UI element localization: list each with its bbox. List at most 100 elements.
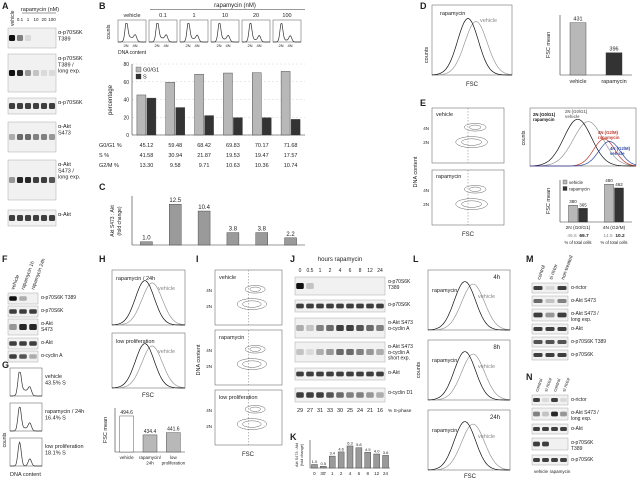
histogram-curve bbox=[10, 406, 42, 432]
value-label: 3.6 bbox=[383, 450, 389, 455]
tick-label: 4N bbox=[206, 288, 212, 293]
axis-label: counts bbox=[416, 362, 422, 378]
band bbox=[545, 299, 555, 303]
histogram-curve bbox=[530, 121, 637, 167]
band bbox=[336, 392, 344, 398]
s-phase-value: 21 bbox=[367, 408, 373, 414]
contour bbox=[249, 346, 261, 352]
plot-frame bbox=[427, 269, 511, 331]
blot-label: α-cyclin A bbox=[388, 350, 410, 356]
table-cell: 41.58 bbox=[140, 153, 154, 159]
histogram-label: low proliferation bbox=[45, 444, 84, 450]
histogram-label: 4h bbox=[493, 275, 500, 281]
histogram-label: vehicle bbox=[480, 18, 497, 24]
band bbox=[542, 458, 549, 462]
tick-label: 4N bbox=[256, 43, 261, 48]
histogram-label: 0.1 bbox=[159, 13, 167, 19]
histogram-label: 4N (G2/M) bbox=[610, 146, 631, 151]
tick-label: 2N bbox=[185, 43, 190, 48]
band bbox=[19, 324, 27, 330]
s-phase-value: 30 bbox=[337, 408, 343, 414]
s-phase-value: 16 bbox=[377, 408, 383, 414]
blot-label: α-p70S6K bbox=[41, 308, 64, 314]
blot-label: T389 bbox=[388, 285, 400, 291]
blot bbox=[531, 394, 569, 406]
contour bbox=[249, 286, 261, 292]
bar bbox=[290, 119, 301, 136]
band bbox=[24, 134, 32, 140]
value-label: 12.5 bbox=[169, 198, 181, 204]
lane-label: si rictor bbox=[548, 263, 559, 281]
band bbox=[316, 303, 324, 309]
band bbox=[8, 177, 16, 183]
value-label: 3.8 bbox=[258, 227, 267, 233]
histogram-curve bbox=[211, 22, 239, 43]
band bbox=[306, 303, 314, 309]
blot bbox=[7, 209, 57, 227]
table-cell: 19.53 bbox=[226, 153, 240, 159]
histogram-label: vehicle bbox=[478, 434, 495, 440]
axis-label: Akt S473 : Akt bbox=[110, 205, 116, 237]
axis-label: DNA content bbox=[413, 156, 419, 187]
histogram-label: rapamycin bbox=[533, 117, 555, 122]
axis-label: FSC mean bbox=[103, 417, 109, 443]
contour bbox=[461, 200, 482, 208]
time-label: 0.5 bbox=[307, 268, 314, 274]
plot-frame bbox=[529, 107, 637, 167]
band bbox=[545, 327, 555, 331]
blot-label: S473 bbox=[41, 327, 53, 333]
tick-label: 2N bbox=[247, 43, 252, 48]
band bbox=[533, 441, 540, 447]
tick-label: 2N bbox=[206, 424, 212, 429]
time-label: 2 bbox=[329, 268, 332, 274]
contour bbox=[236, 358, 267, 370]
band bbox=[19, 309, 27, 314]
s-phase-value: 27 bbox=[307, 408, 313, 414]
blot-label: T389 bbox=[571, 446, 583, 452]
blot-label: α-Akt S473 bbox=[388, 344, 413, 350]
bar bbox=[166, 432, 181, 453]
legend-swatch bbox=[135, 66, 142, 73]
band bbox=[533, 353, 543, 357]
row-label: G2/M % bbox=[99, 163, 119, 169]
panel-label: B bbox=[99, 1, 106, 11]
band bbox=[376, 392, 384, 398]
category-label: 1 bbox=[331, 471, 334, 476]
bar bbox=[175, 107, 185, 136]
value-label: 3.4 bbox=[329, 451, 335, 456]
histogram-label: 10 bbox=[222, 13, 228, 19]
blot-label: α-Akt bbox=[58, 212, 71, 218]
band bbox=[533, 411, 540, 417]
blot-label: α-p70S6K bbox=[388, 279, 411, 285]
bar bbox=[262, 117, 272, 136]
band bbox=[9, 341, 17, 346]
lane-label: control bbox=[552, 378, 561, 392]
band bbox=[48, 103, 56, 109]
axis-label: percentage bbox=[108, 84, 114, 115]
blot-label: α-p70S6K bbox=[571, 440, 594, 446]
band bbox=[533, 340, 543, 344]
category-label: 12 bbox=[374, 471, 380, 476]
table-cell: 69.83 bbox=[226, 143, 240, 149]
histogram-label: rapamycin / 24h bbox=[116, 276, 155, 282]
y-tick-label: 40 bbox=[123, 98, 129, 104]
band bbox=[296, 349, 304, 355]
band bbox=[557, 340, 567, 344]
lane-label: vehicle bbox=[10, 10, 16, 26]
band bbox=[533, 299, 543, 303]
cell-percent: 14.5 bbox=[603, 233, 613, 239]
histogram-curve bbox=[10, 371, 42, 397]
plot-frame bbox=[117, 19, 147, 43]
contour-label: vehicle bbox=[436, 112, 453, 118]
table-cell: 30.94 bbox=[168, 153, 182, 159]
band bbox=[32, 70, 40, 76]
blot-label: α-Akt S473 / bbox=[571, 311, 599, 317]
band bbox=[29, 354, 37, 359]
treatment-label: rapamycin bbox=[550, 469, 571, 474]
s-phase-value: 29 bbox=[297, 408, 303, 414]
cell-percent-label: % of total cells bbox=[565, 240, 592, 245]
bar bbox=[568, 204, 578, 223]
bar bbox=[223, 72, 233, 136]
category-label: 0 bbox=[313, 471, 316, 476]
band bbox=[9, 324, 17, 330]
